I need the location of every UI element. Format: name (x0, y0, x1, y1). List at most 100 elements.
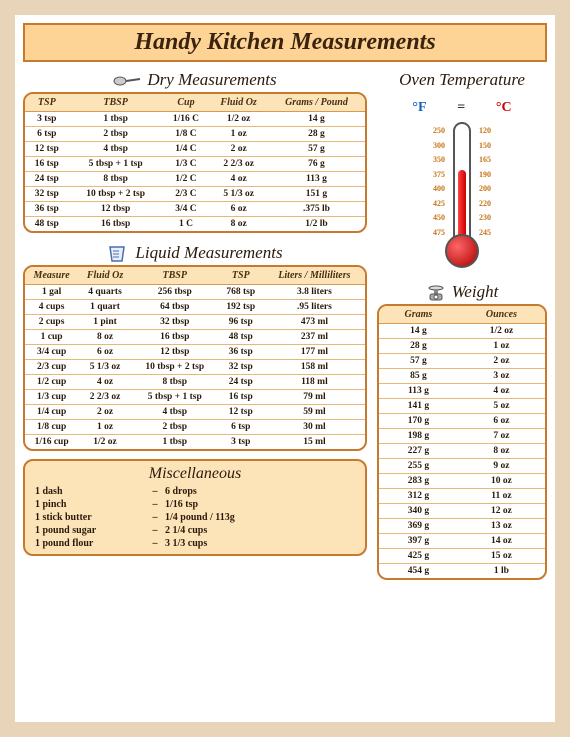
liquid-cell: 2 cups (25, 315, 78, 330)
dry-cell: 1/3 C (163, 157, 210, 172)
liquid-row: 1/4 cup2 oz4 tbsp12 tsp59 ml (25, 405, 365, 420)
dry-row: 6 tsp2 tbsp1/8 C1 oz28 g (25, 127, 365, 142)
liquid-cell: 1/3 cup (25, 390, 78, 405)
liquid-cell: 12 tsp (218, 405, 264, 420)
weight-table: GramsOunces 14 g1/2 oz28 g1 oz57 g2 oz85… (377, 304, 547, 580)
weight-title-text: Weight (452, 282, 499, 302)
liquid-cell: 1 tbsp (132, 435, 218, 450)
dry-row: 3 tsp1 tbsp1/16 C1/2 oz14 g (25, 112, 365, 127)
weight-cell: 4 oz (458, 384, 545, 399)
liquid-cell: 177 ml (264, 345, 365, 360)
misc-row: 1 pound flour–3 1/3 cups (35, 537, 355, 550)
weight-row: 85 g3 oz (379, 369, 545, 384)
dry-row: 48 tsp16 tbsp1 C8 oz1/2 lb (25, 217, 365, 232)
c-tick: 165 (479, 153, 509, 168)
thermometer-tube (453, 122, 471, 242)
liquid-cell: 1/8 cup (25, 420, 78, 435)
c-tick: 120 (479, 124, 509, 139)
liquid-header: TSP (218, 267, 264, 285)
dry-cell: 28 g (268, 127, 365, 142)
liquid-cell: 4 oz (78, 375, 132, 390)
liquid-title-text: Liquid Measurements (135, 243, 282, 263)
liquid-row: 1/8 cup1 oz2 tbsp6 tsp30 ml (25, 420, 365, 435)
liquid-cell: 4 quarts (78, 285, 132, 300)
left-column: Dry Measurements TSPTBSPCupFluid OzGrams… (23, 70, 367, 580)
dry-cell: 1/4 C (163, 142, 210, 157)
liquid-cell: 8 tbsp (132, 375, 218, 390)
weight-cell: 1 oz (458, 339, 545, 354)
dry-cell: 1/2 C (163, 172, 210, 187)
dry-cell: 2 2/3 oz (209, 157, 268, 172)
dry-header: Fluid Oz (209, 94, 268, 112)
weight-row: 141 g5 oz (379, 399, 545, 414)
misc-dash: – (145, 525, 165, 536)
f-tick: 375 (415, 168, 445, 183)
misc-key: 1 pound flour (35, 538, 145, 549)
dry-cell: 16 tsp (25, 157, 69, 172)
weight-cell: 198 g (379, 429, 458, 444)
misc-row: 1 dash–6 drops (35, 485, 355, 498)
liquid-cell: 6 tsp (218, 420, 264, 435)
dry-header: TSP (25, 94, 69, 112)
dry-table: TSPTBSPCupFluid OzGrams / Pound 3 tsp1 t… (23, 92, 367, 233)
liquid-cell: 59 ml (264, 405, 365, 420)
weight-row: 198 g7 oz (379, 429, 545, 444)
equals-label: = (457, 100, 465, 116)
liquid-cell: 1 pint (78, 315, 132, 330)
dry-cell: 12 tsp (25, 142, 69, 157)
weight-row: 283 g10 oz (379, 474, 545, 489)
liquid-cell: 118 ml (264, 375, 365, 390)
misc-key: 1 pinch (35, 499, 145, 510)
liquid-cell: 1 gal (25, 285, 78, 300)
weight-cell: 369 g (379, 519, 458, 534)
dry-cell: 57 g (268, 142, 365, 157)
weight-cell: 57 g (379, 354, 458, 369)
liquid-row: 3/4 cup6 oz12 tbsp36 tsp177 ml (25, 345, 365, 360)
dry-cell: 10 tbsp + 2 tsp (69, 187, 163, 202)
liquid-cell: 15 ml (264, 435, 365, 450)
weight-cell: 227 g (379, 444, 458, 459)
oven-section-title: Oven Temperature (377, 70, 547, 90)
misc-value: 6 drops (165, 486, 197, 497)
c-tick: 200 (479, 182, 509, 197)
spoon-icon (113, 70, 141, 90)
dry-row: 24 tsp8 tbsp1/2 C4 oz113 g (25, 172, 365, 187)
f-tick: 250 (415, 124, 445, 139)
scale-icon (426, 282, 446, 302)
dry-cell: 32 tsp (25, 187, 69, 202)
liquid-cell: 16 tbsp (132, 330, 218, 345)
weight-row: 425 g15 oz (379, 549, 545, 564)
dry-row: 36 tsp12 tbsp3/4 C6 oz.375 lb (25, 202, 365, 217)
liquid-cell: 473 ml (264, 315, 365, 330)
liquid-cell: 768 tsp (218, 285, 264, 300)
liquid-cell: 4 tbsp (132, 405, 218, 420)
weight-section-title: Weight (377, 282, 547, 302)
f-tick: 300 (415, 139, 445, 154)
dry-header: Grams / Pound (268, 94, 365, 112)
liquid-cell: 1/2 cup (25, 375, 78, 390)
liquid-header: TBSP (132, 267, 218, 285)
weight-row: 369 g13 oz (379, 519, 545, 534)
dry-row: 12 tsp4 tbsp1/4 C2 oz57 g (25, 142, 365, 157)
liquid-cell: 1 cup (25, 330, 78, 345)
weight-cell: 12 oz (458, 504, 545, 519)
weight-cell: 283 g (379, 474, 458, 489)
weight-header: Ounces (458, 306, 545, 324)
liquid-cell: 8 oz (78, 330, 132, 345)
dry-cell: 4 oz (209, 172, 268, 187)
misc-box: Miscellaneous 1 dash–6 drops1 pinch–1/16… (23, 459, 367, 556)
dry-section-title: Dry Measurements (23, 70, 367, 90)
dry-cell: 1/16 C (163, 112, 210, 127)
liquid-row: 4 cups1 quart64 tbsp192 tsp.95 liters (25, 300, 365, 315)
weight-cell: 13 oz (458, 519, 545, 534)
c-tick: 230 (479, 211, 509, 226)
f-tick: 425 (415, 197, 445, 212)
weight-cell: 9 oz (458, 459, 545, 474)
liquid-cell: 237 ml (264, 330, 365, 345)
weight-cell: 454 g (379, 564, 458, 579)
dry-cell: 6 tsp (25, 127, 69, 142)
dry-cell: 3/4 C (163, 202, 210, 217)
thermometer-icon: °F = °C 250300350375400425450475 1201501… (397, 92, 527, 272)
liquid-section-title: Liquid Measurements (23, 243, 367, 263)
c-tick: 220 (479, 197, 509, 212)
